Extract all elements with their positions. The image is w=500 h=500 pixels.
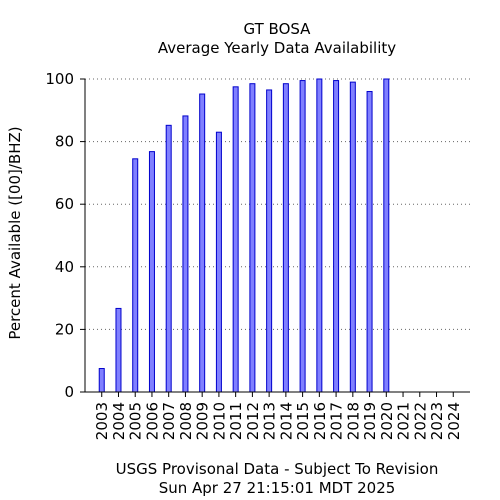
bar-2010 — [215, 131, 222, 393]
x-tick-label: 2003 — [93, 402, 111, 440]
x-tick-label: 2005 — [127, 402, 145, 440]
x-tick-label: 2021 — [395, 402, 413, 440]
x-tick-label: 2006 — [143, 402, 161, 440]
bar-2015 — [299, 80, 306, 393]
y-tick-label: 60 — [55, 195, 74, 213]
y-tick-label: 20 — [55, 320, 74, 338]
bar-2009 — [199, 93, 206, 393]
bar-2004 — [115, 307, 122, 393]
y-tick-label: 80 — [55, 133, 74, 151]
axes — [84, 79, 470, 393]
x-tick-label: 2024 — [445, 402, 463, 440]
bar-2014 — [282, 83, 289, 393]
bar-2019 — [366, 91, 373, 393]
x-tick-label: 2010 — [210, 402, 228, 440]
bar-2020 — [383, 78, 390, 393]
x-tick-label: 2013 — [261, 402, 279, 440]
y-tick-label: 40 — [55, 258, 74, 276]
x-tick-label: 2019 — [361, 402, 379, 440]
x-tick-label: 2023 — [428, 402, 446, 440]
bar-2017 — [333, 80, 340, 393]
y-tick-label: 100 — [45, 70, 74, 88]
chart-subtitle: Average Yearly Data Availability — [158, 39, 396, 57]
gridlines — [85, 78, 470, 330]
bar-2003 — [98, 368, 105, 393]
bar-2011 — [232, 86, 239, 393]
x-tick-labels: 2003200420052006200720082009201020112012… — [93, 392, 463, 440]
x-tick-label: 2016 — [311, 402, 329, 440]
bar-2005 — [132, 158, 139, 393]
bar-2018 — [349, 81, 356, 393]
x-tick-label: 2008 — [177, 402, 195, 440]
x-tick-label: 2020 — [378, 402, 396, 440]
bar-2012 — [249, 83, 256, 393]
x-tick-label: 2018 — [344, 402, 362, 440]
footer-line-2: Sun Apr 27 21:15:01 MDT 2025 — [159, 479, 396, 497]
bar-2008 — [182, 115, 189, 393]
x-tick-label: 2015 — [294, 402, 312, 440]
x-tick-label: 2011 — [227, 402, 245, 440]
x-tick-label: 2014 — [277, 402, 295, 440]
x-tick-label: 2012 — [244, 402, 262, 440]
footer-line-1: USGS Provisonal Data - Subject To Revisi… — [116, 460, 439, 478]
x-tick-label: 2017 — [328, 402, 346, 440]
bar-2013 — [266, 89, 273, 393]
x-tick-label: 2009 — [194, 402, 212, 440]
x-tick-label: 2007 — [160, 402, 178, 440]
bar-2016 — [316, 78, 323, 393]
bars — [98, 78, 390, 393]
bar-2007 — [165, 124, 172, 393]
x-tick-label: 2022 — [411, 402, 429, 440]
chart-title: GT BOSA — [244, 20, 312, 38]
y-tick-labels: 0 20 40 60 80 100 — [45, 70, 85, 401]
y-tick-label: 0 — [64, 383, 74, 401]
bar-2006 — [148, 151, 155, 393]
x-tick-label: 2004 — [110, 402, 128, 440]
y-axis-label: Percent Available ([00]/BHZ) — [6, 126, 24, 339]
